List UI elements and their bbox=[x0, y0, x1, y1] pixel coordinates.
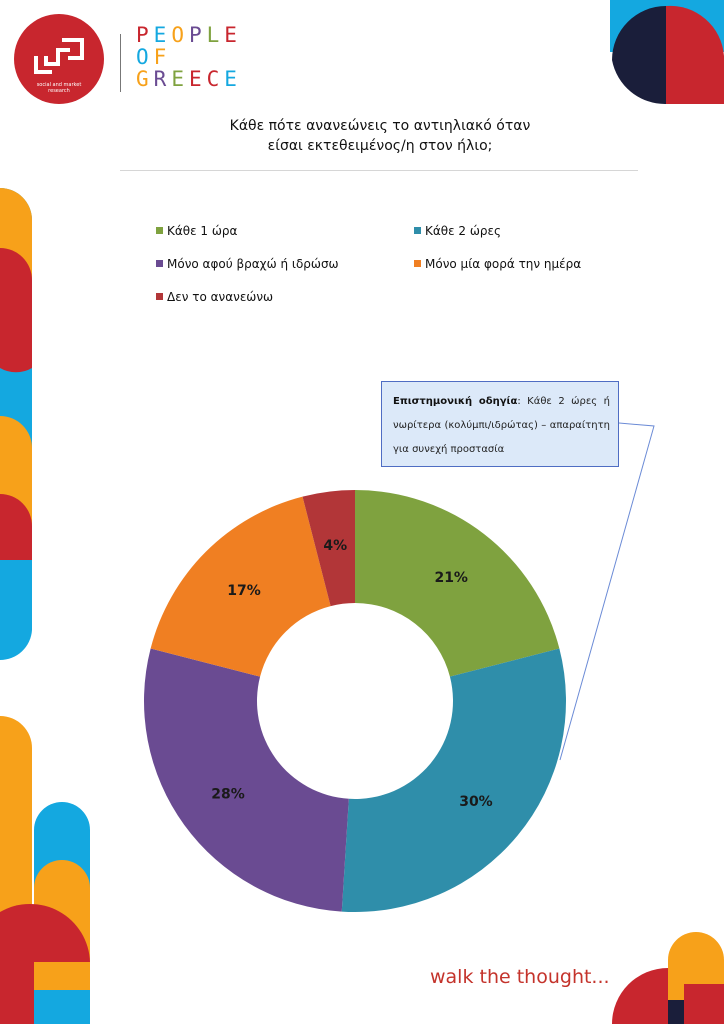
chart-title-line-2: είσαι εκτεθειμένος/η στον ήλιο; bbox=[267, 138, 493, 154]
scientific-guideline-callout: Επιστημονική οδηγία: Κάθε 2 ώρες ή νωρίτ… bbox=[381, 381, 619, 467]
legend-label: Κάθε 2 ώρες bbox=[425, 224, 502, 238]
legend-swatch bbox=[414, 227, 421, 234]
brand-letter: E bbox=[224, 67, 242, 91]
slice-data-label: 21% bbox=[434, 570, 468, 586]
left-decoration bbox=[0, 188, 32, 660]
brand-wordmark: PEOPLE OF GREECE bbox=[136, 24, 242, 90]
brand-line-2: OF bbox=[136, 46, 242, 68]
logo-subtitle-line-1: social and market bbox=[36, 82, 82, 88]
bottom-left-decoration bbox=[0, 716, 90, 1024]
donut-slice bbox=[150, 496, 331, 677]
slice-data-label: 30% bbox=[459, 794, 493, 810]
logo-separator bbox=[120, 34, 121, 92]
donut-slice bbox=[143, 648, 349, 912]
logo-subtitle-line-2: research bbox=[48, 88, 70, 94]
legend-item: Μόνο αφού βραχώ ή ιδρώσω bbox=[156, 257, 339, 271]
brand-letter: O bbox=[136, 45, 154, 69]
donut-slice bbox=[302, 490, 355, 607]
legend-label: Δεν το ανανεώνω bbox=[167, 290, 274, 304]
brand-line-3: GREECE bbox=[136, 68, 242, 90]
legend-item: Μόνο μία φορά την ημέρα bbox=[414, 257, 581, 271]
brand-letter: E bbox=[171, 67, 189, 91]
callout-label: Επιστημονική οδηγία bbox=[393, 396, 518, 407]
tagline: walk the thought... bbox=[430, 966, 610, 988]
bottom-right-decoration bbox=[612, 932, 724, 1024]
brand-letter: R bbox=[153, 67, 172, 91]
brand-letter: C bbox=[206, 67, 225, 91]
brand-letter: E bbox=[188, 67, 207, 91]
legend-swatch bbox=[414, 260, 421, 267]
title-divider bbox=[120, 170, 638, 171]
chart-title: Κάθε πότε ανανεώνεις το αντιηλιακό όταν … bbox=[120, 116, 640, 156]
legend-label: Κάθε 1 ώρα bbox=[167, 224, 238, 238]
legend-swatch bbox=[156, 227, 163, 234]
company-logo: social and market research bbox=[14, 14, 104, 104]
brand-letter: G bbox=[136, 67, 154, 91]
top-right-decoration bbox=[610, 0, 724, 105]
brand-letter: F bbox=[153, 45, 172, 69]
brand-letter: L bbox=[206, 23, 225, 47]
legend-swatch bbox=[156, 293, 163, 300]
brand-letter: P bbox=[136, 23, 154, 47]
legend-label: Μόνο αφού βραχώ ή ιδρώσω bbox=[167, 257, 339, 271]
brand-letter: E bbox=[153, 23, 172, 47]
brand-line-1: PEOPLE bbox=[136, 24, 242, 46]
logo-subtitle: social and market research bbox=[14, 82, 104, 94]
slice-data-label: 17% bbox=[227, 583, 261, 599]
callout-text: : Κάθε 2 ώρες ή νωρίτερα (κολύμπι/ιδρώτα… bbox=[393, 396, 610, 455]
slice-data-label: 28% bbox=[211, 786, 245, 802]
legend-item: Κάθε 2 ώρες bbox=[414, 224, 501, 238]
chart-title-line-1: Κάθε πότε ανανεώνεις το αντιηλιακό όταν bbox=[229, 118, 531, 134]
donut-slice bbox=[355, 490, 560, 677]
legend-label: Μόνο μία φορά την ημέρα bbox=[425, 257, 582, 271]
slice-data-label: 4% bbox=[323, 538, 347, 554]
legend-item: Κάθε 1 ώρα bbox=[156, 224, 237, 238]
logo-mark-icon bbox=[34, 38, 84, 74]
callout-connector bbox=[559, 422, 655, 761]
donut-slice bbox=[341, 648, 566, 912]
brand-letter: P bbox=[188, 23, 207, 47]
brand-letter: E bbox=[224, 23, 242, 47]
legend-item: Δεν το ανανεώνω bbox=[156, 290, 273, 304]
brand-letter: O bbox=[171, 23, 189, 47]
legend-swatch bbox=[156, 260, 163, 267]
